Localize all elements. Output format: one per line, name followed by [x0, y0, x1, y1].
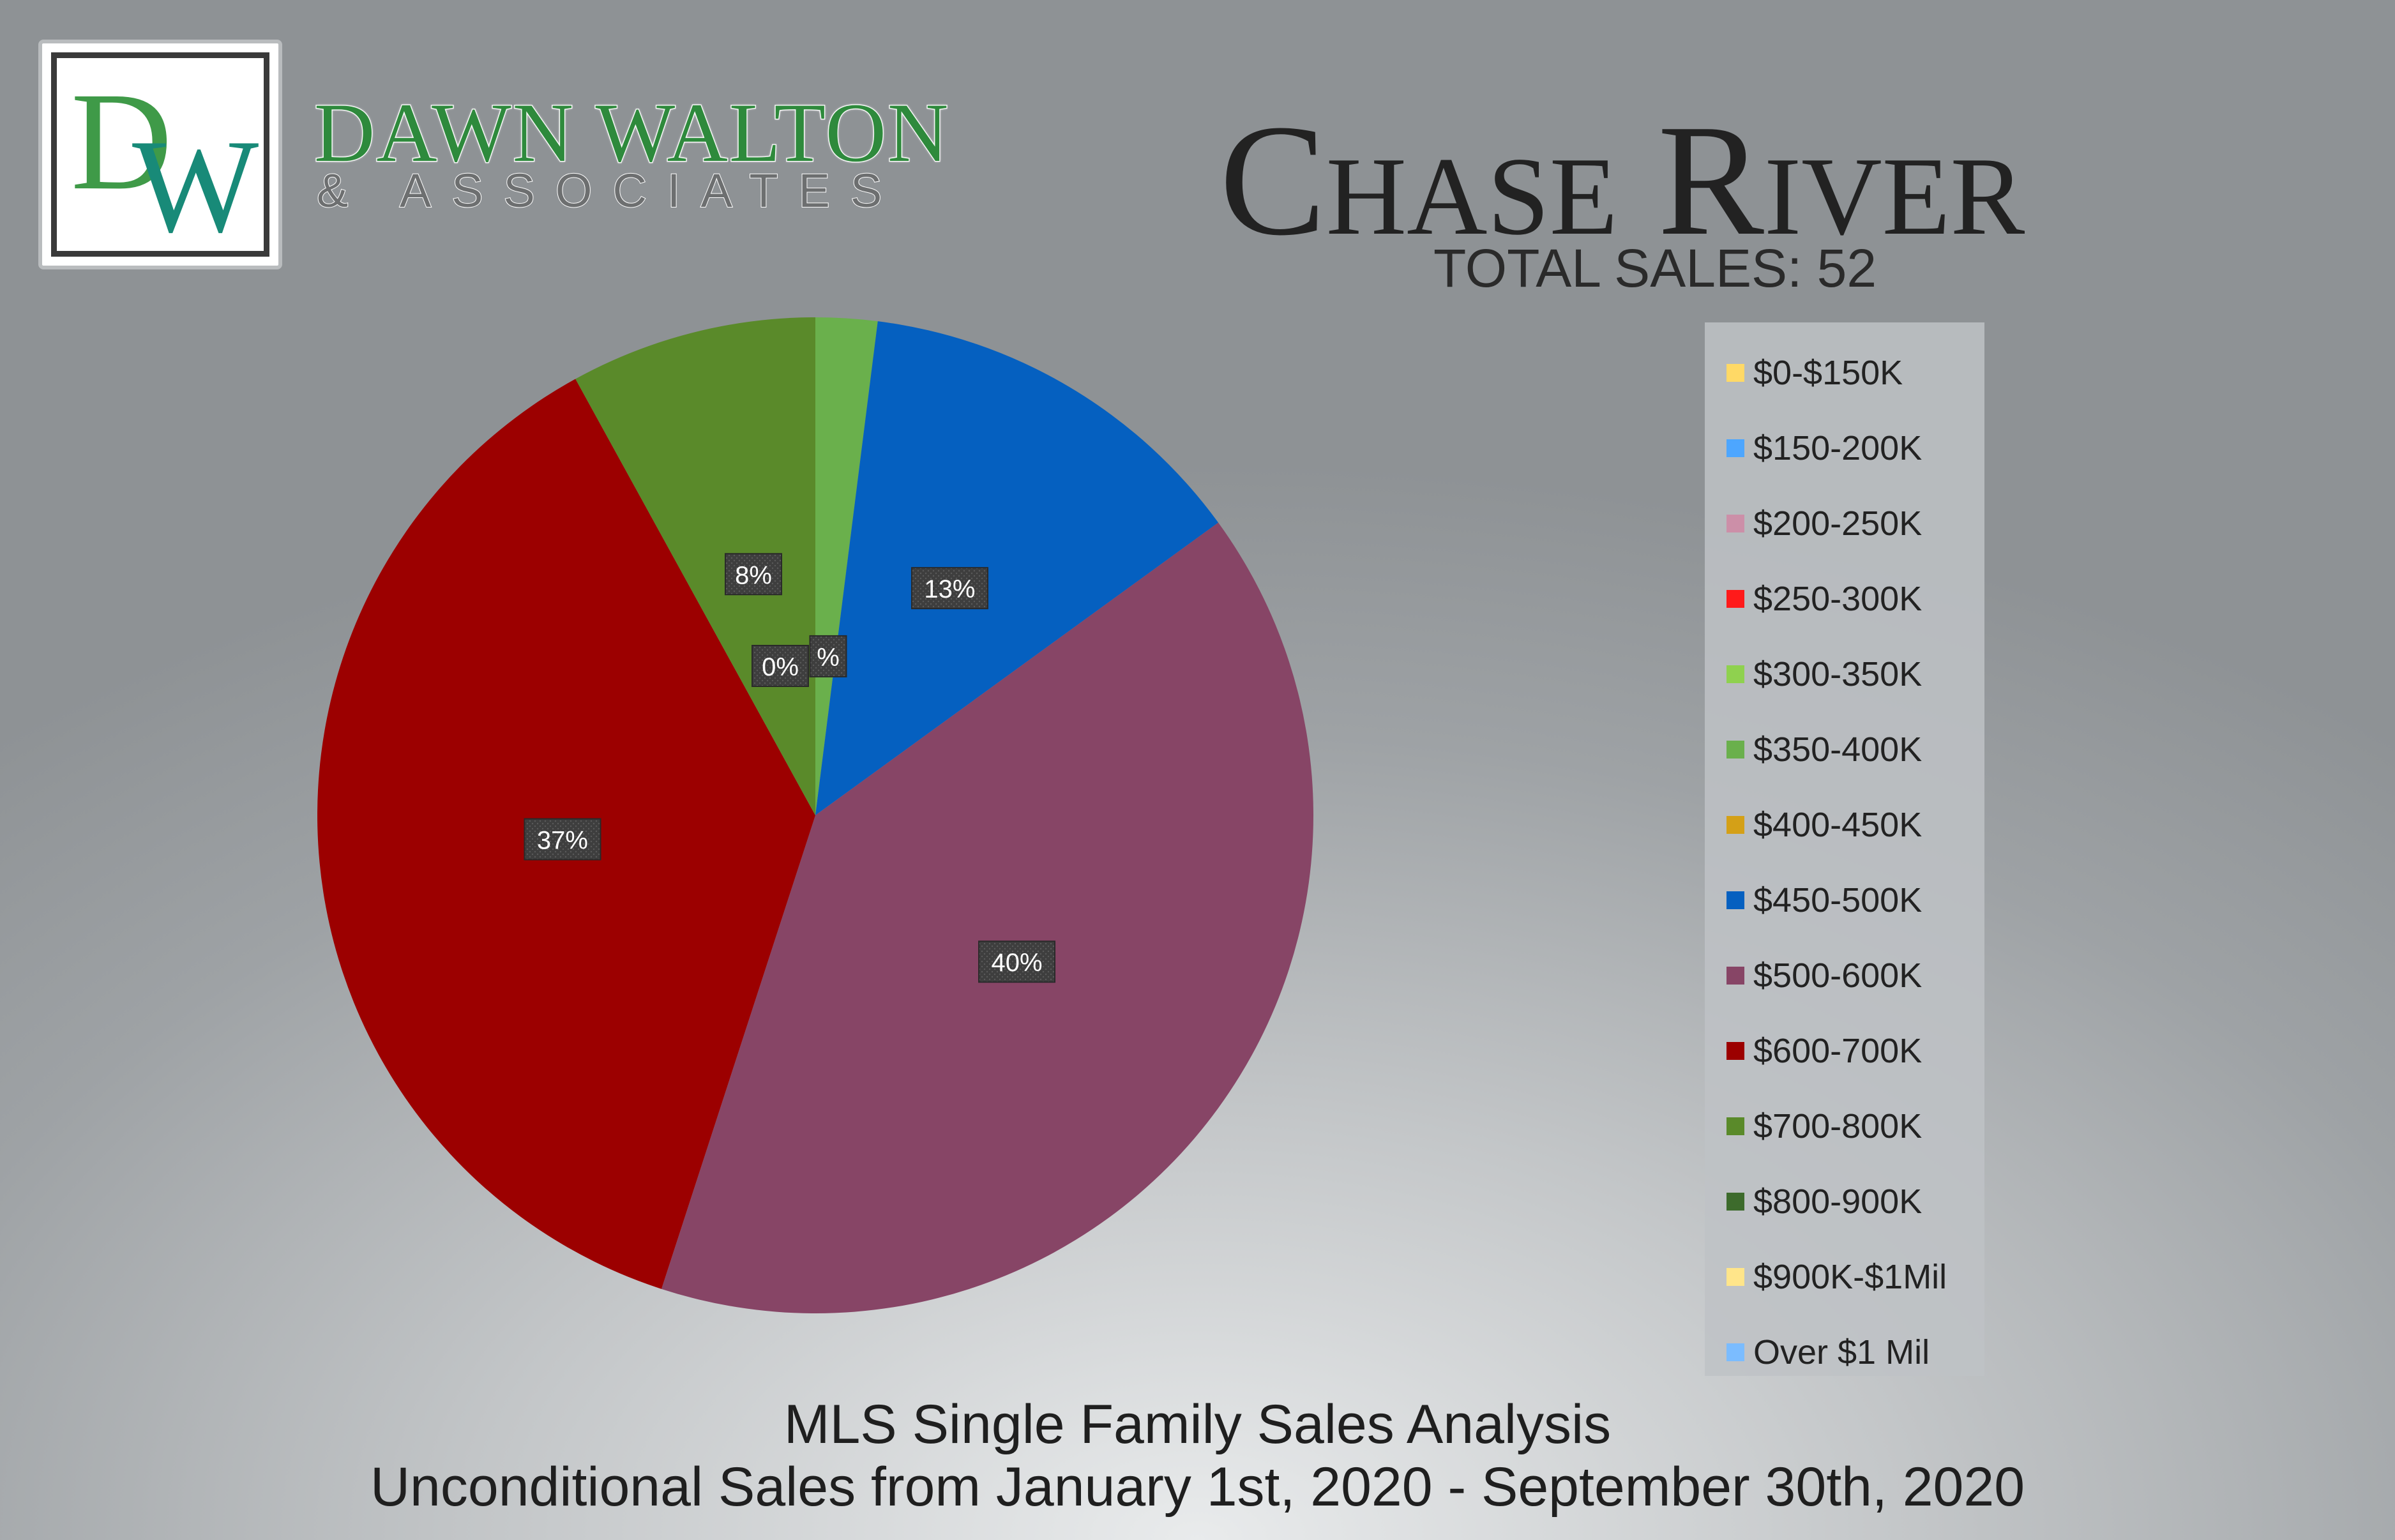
- pie-slice-10: [575, 317, 815, 815]
- legend-label: $500-600K: [1753, 956, 1923, 995]
- legend-label: $600-700K: [1753, 1032, 1923, 1070]
- footer-date-range: Unconditional Sales from January 1st, 20…: [370, 1456, 2025, 1518]
- legend-label: Over $1 Mil: [1753, 1333, 1930, 1371]
- legend-swatch: [1726, 1343, 1744, 1361]
- legend-item: $200-250K: [1705, 486, 1984, 561]
- legend-item: $0-$150K: [1705, 335, 1984, 411]
- data-label-7: 13%: [910, 567, 988, 610]
- data-label-5: %: [809, 635, 847, 677]
- pie-slice-8: [661, 522, 1313, 1313]
- legend-swatch: [1726, 741, 1744, 759]
- legend-swatch: [1726, 1268, 1744, 1286]
- svg-text:%: %: [817, 644, 840, 672]
- legend-swatch: [1726, 590, 1744, 608]
- pie-slice-7: [815, 321, 1219, 816]
- logo: D W: [38, 40, 282, 269]
- legend-item: $400-450K: [1705, 787, 1984, 863]
- chart-subtitle: TOTAL SALES: 52: [1433, 238, 1877, 298]
- logo-letter-w: W: [132, 112, 259, 260]
- legend-label: $350-400K: [1753, 730, 1923, 769]
- legend-item: $150-200K: [1705, 411, 1984, 486]
- svg-text:40%: 40%: [991, 949, 1042, 977]
- legend-item: $900K-$1Mil: [1705, 1239, 1984, 1315]
- pie-slice-5: [815, 317, 878, 815]
- legend-label: $250-300K: [1753, 580, 1923, 618]
- legend-label: $700-800K: [1753, 1107, 1923, 1145]
- legend-item: $600-700K: [1705, 1013, 1984, 1089]
- legend-label: $400-450K: [1753, 806, 1923, 844]
- legend: $0-$150K $150-200K $200-250K $250-300K $300-…: [1705, 322, 1984, 1376]
- legend-swatch: [1726, 1042, 1744, 1060]
- data-label-10: 8%: [725, 553, 783, 596]
- svg-text:13%: 13%: [924, 575, 975, 603]
- legend-label: $300-350K: [1753, 655, 1923, 693]
- data-label-9: 37%: [524, 818, 601, 861]
- legend-item: $500-600K: [1705, 938, 1984, 1013]
- legend-item: $350-400K: [1705, 712, 1984, 787]
- brand-tagline: & ASSOCIATES: [316, 164, 903, 217]
- legend-item: Over $1 Mil: [1705, 1315, 1984, 1390]
- svg-text:37%: 37%: [537, 826, 588, 854]
- legend-swatch: [1726, 816, 1744, 834]
- legend-swatch: [1726, 891, 1744, 909]
- legend-label: $150-200K: [1753, 429, 1923, 467]
- brand-name: DAWN WALTON: [313, 86, 950, 179]
- legend-item: $800-900K: [1705, 1164, 1984, 1239]
- legend-swatch: [1726, 665, 1744, 683]
- legend-swatch: [1726, 439, 1744, 457]
- legend-swatch: [1726, 967, 1744, 985]
- svg-text:0%: 0%: [762, 653, 799, 681]
- footer-title: MLS Single Family Sales Analysis: [783, 1394, 1612, 1455]
- legend-label: $0-$150K: [1753, 354, 1903, 392]
- legend-item: $450-500K: [1705, 863, 1984, 938]
- chart-title: Chase River: [1220, 92, 2025, 269]
- legend-label: $900K-$1Mil: [1753, 1258, 1947, 1296]
- legend-swatch: [1726, 364, 1744, 382]
- legend-label: $200-250K: [1753, 504, 1923, 543]
- legend-label: $800-900K: [1753, 1182, 1923, 1221]
- logo-frame: D W: [51, 52, 269, 257]
- legend-label: $450-500K: [1753, 881, 1923, 919]
- legend-swatch: [1726, 1193, 1744, 1211]
- legend-item: $700-800K: [1705, 1089, 1984, 1164]
- data-label-8: 40%: [978, 940, 1056, 983]
- legend-swatch: [1726, 1117, 1744, 1135]
- legend-item: $300-350K: [1705, 637, 1984, 712]
- data-label-4: 0%: [752, 645, 809, 687]
- legend-swatch: [1726, 515, 1744, 532]
- legend-item: $250-300K: [1705, 561, 1984, 637]
- logo-letter-d: D: [71, 63, 172, 219]
- svg-text:8%: 8%: [735, 561, 772, 589]
